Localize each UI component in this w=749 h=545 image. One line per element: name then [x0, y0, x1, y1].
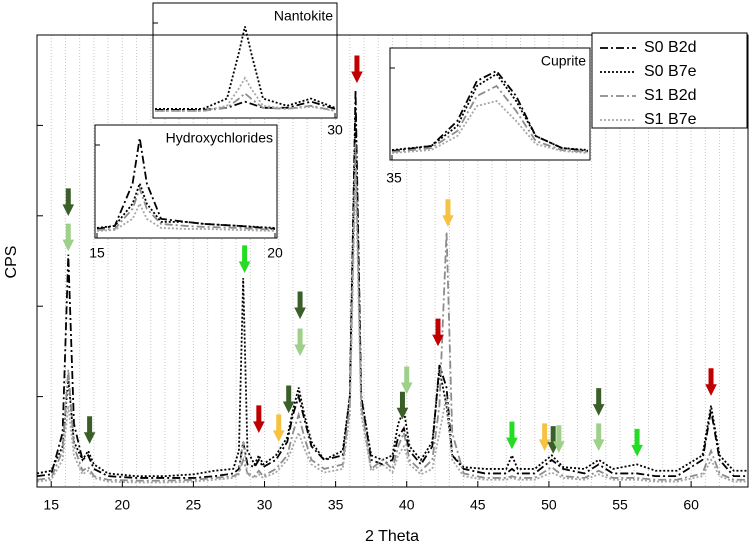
series-line	[37, 170, 748, 484]
series-line	[391, 99, 589, 154]
inset-title: Hydroxychlorides	[166, 130, 273, 146]
series-line	[37, 143, 748, 482]
legend: S0 B2d S0 B7e S1 B2d S1 B7e	[591, 32, 748, 129]
legend-label: S0 B7e	[644, 63, 697, 80]
inset-frame	[94, 124, 278, 239]
legend-label: S1 B2d	[644, 87, 696, 104]
legend-label: S1 B7e	[644, 111, 697, 128]
inset: Hydroxychlorides 15 20	[89, 124, 283, 261]
inset-title: Cuprite	[541, 53, 586, 69]
inset: Cuprite 35	[386, 47, 591, 186]
series-line	[391, 84, 589, 153]
x-tick-label: 60	[683, 497, 699, 513]
peak-arrow	[282, 385, 295, 414]
x-tick-label: 15	[43, 497, 59, 513]
peak-arrow	[253, 405, 265, 433]
peak-arrow	[553, 425, 565, 453]
peak-arrow	[351, 55, 363, 84]
peak-arrow	[396, 391, 409, 420]
x-tick-label: 45	[470, 497, 486, 513]
x-tick-label: 40	[399, 497, 415, 513]
peak-arrow	[705, 368, 717, 396]
peak-arrow	[83, 416, 96, 444]
peak-arrow	[506, 421, 518, 450]
peak-arrow	[538, 423, 551, 452]
peak-arrow	[442, 199, 454, 227]
inset-x-tick-label: 20	[267, 245, 283, 261]
legend-label: S0 B2d	[644, 39, 696, 56]
axes: 15 20 25 30 35 40 45 50 55 60	[36, 34, 749, 513]
inset-frame	[152, 2, 338, 119]
insets: Hydroxychlorides 15 20 Nantokite 30 Cuprite 35	[89, 2, 591, 261]
inset-x-tick-label: 35	[386, 170, 402, 186]
x-tick-label: 35	[328, 497, 344, 513]
x-tick-label: 55	[612, 497, 628, 513]
peak-arrow	[592, 388, 605, 416]
peak-arrow	[62, 188, 75, 217]
series-line	[391, 69, 589, 152]
inset-frame	[389, 47, 591, 161]
peak-arrow	[272, 414, 285, 443]
x-tick-label: 30	[257, 497, 273, 513]
series-line	[96, 201, 276, 232]
series-line	[391, 72, 589, 151]
peak-arrow	[631, 428, 643, 457]
curves	[37, 90, 748, 484]
peak-arrow	[238, 245, 251, 273]
inset-title: Nantokite	[274, 8, 333, 24]
series-line	[155, 76, 336, 112]
series-line	[96, 180, 276, 229]
arrows	[62, 55, 717, 457]
peak-arrow	[592, 423, 605, 452]
x-tick-label: 20	[115, 497, 131, 513]
inset-x-tick-label: 15	[89, 245, 105, 261]
x-tick-label: 25	[186, 497, 202, 513]
inset: Nantokite 30	[152, 2, 343, 138]
peak-arrow	[294, 291, 306, 320]
x-axis-label: 2 Theta	[365, 528, 419, 545]
x-tick-label: 50	[541, 497, 557, 513]
inset-x-tick-label: 30	[327, 122, 343, 138]
peak-arrow	[400, 366, 413, 395]
series-line	[155, 92, 336, 112]
plot-frame	[36, 34, 749, 488]
y-axis-label: CPS	[3, 246, 20, 279]
series-line	[155, 26, 336, 110]
series-line	[96, 185, 276, 231]
peak-arrow	[432, 318, 444, 347]
peak-arrow	[62, 223, 75, 252]
peak-arrow	[294, 328, 306, 357]
